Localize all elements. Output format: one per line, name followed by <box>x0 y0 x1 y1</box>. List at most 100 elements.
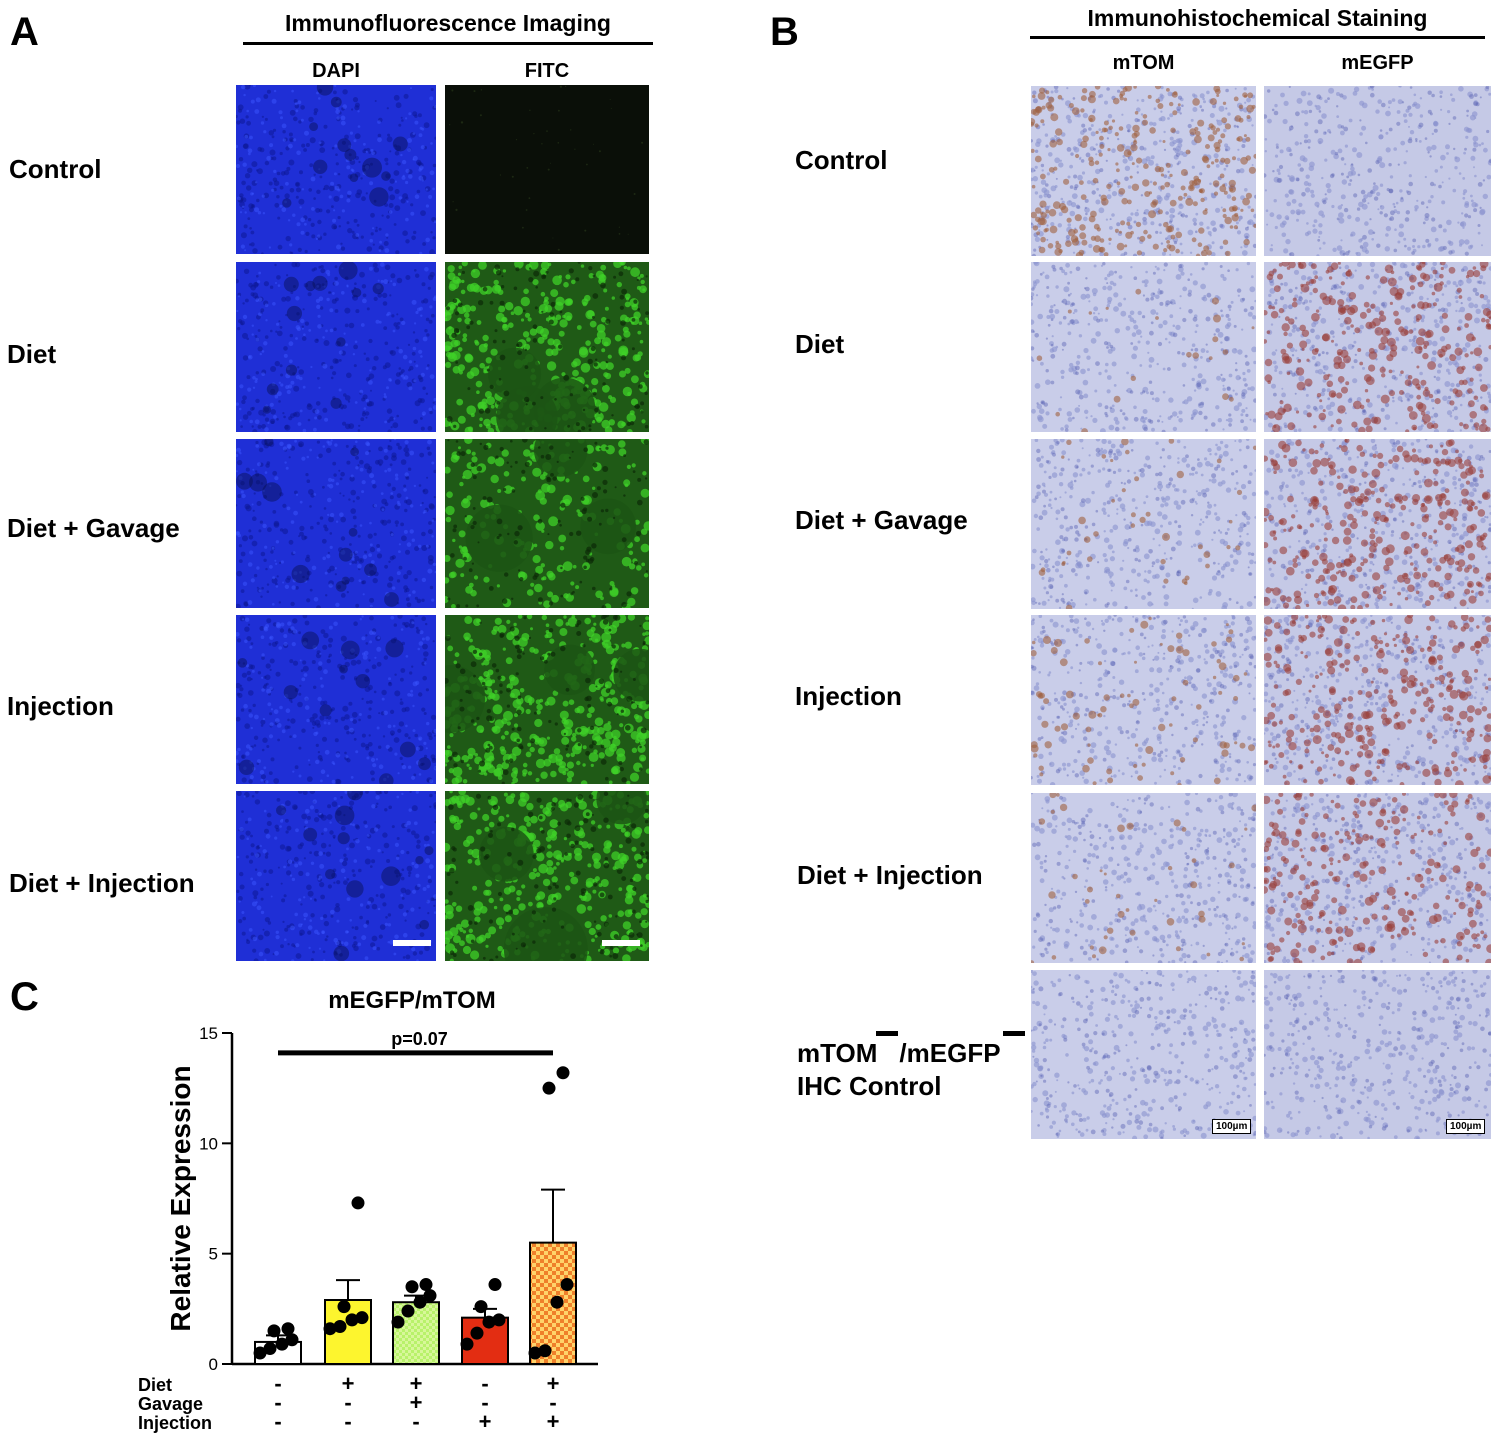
y-axis-label: Relative Expression <box>165 1065 196 1331</box>
data-point <box>413 1295 427 1309</box>
data-point <box>423 1289 437 1303</box>
y-tick-label: 15 <box>199 1024 218 1043</box>
mtom-ihc-micrograph <box>1031 439 1256 609</box>
ihc-control-label-line2: IHC Control <box>797 1071 942 1101</box>
condition-label: Injection <box>138 1413 212 1433</box>
panel-a-row-label: Injection <box>7 691 114 721</box>
panel-c-letter: C <box>10 975 39 1019</box>
dapi-micrograph <box>236 791 436 961</box>
data-point <box>401 1304 415 1318</box>
dapi-micrograph <box>236 262 436 432</box>
megfp-ihc-micrograph <box>1264 793 1491 963</box>
condition-sign: + <box>547 1371 560 1396</box>
dapi-micrograph <box>236 439 436 608</box>
data-point <box>253 1346 267 1360</box>
panel-a-col-fitc: FITC <box>524 60 570 82</box>
fitc-micrograph <box>445 439 649 608</box>
data-point <box>460 1337 474 1351</box>
panel-b-col-megfp: mEGFP <box>1341 52 1414 74</box>
data-point <box>538 1344 552 1358</box>
mtom-ihc-micrograph <box>1031 262 1256 432</box>
fitc-micrograph <box>445 615 649 784</box>
panel-b-row-label: Control <box>795 145 888 175</box>
data-point <box>355 1311 369 1325</box>
panel-a-title-rule <box>243 42 653 45</box>
condition-sign: - <box>549 1390 556 1415</box>
megfp-ihc-micrograph <box>1264 262 1491 432</box>
panel-b-row-label: Diet + Gavage <box>795 505 968 535</box>
fitc-micrograph <box>445 791 649 961</box>
panel-b-title: Immunohistochemical Staining <box>1087 5 1428 31</box>
mtom-ihc-micrograph <box>1031 86 1256 256</box>
data-point <box>337 1300 351 1314</box>
mtom-ihc-micrograph <box>1031 615 1256 785</box>
data-point <box>263 1342 277 1356</box>
y-tick-label: 5 <box>209 1245 218 1264</box>
dapi-micrograph <box>236 85 436 254</box>
scale-bar-fitc <box>602 940 640 946</box>
megfp-ihc-micrograph <box>1264 970 1491 1139</box>
condition-sign: - <box>412 1409 419 1434</box>
condition-sign: - <box>344 1409 351 1434</box>
data-point <box>267 1324 281 1338</box>
data-point <box>275 1337 289 1351</box>
significance-label: p=0.07 <box>391 1029 448 1049</box>
panel-a-row-label: Diet <box>7 339 57 369</box>
mtom-ihc-micrograph <box>1031 793 1256 963</box>
panel-b-title-rule <box>1030 36 1485 39</box>
data-point <box>285 1333 299 1347</box>
data-point <box>351 1196 365 1210</box>
dapi-micrograph <box>236 615 436 784</box>
condition-label: Gavage <box>138 1394 203 1414</box>
data-point <box>560 1278 574 1292</box>
y-tick-label: 0 <box>209 1355 218 1374</box>
panel-a-letter: A <box>10 10 39 54</box>
panel-b-row-label: Injection <box>795 681 902 711</box>
condition-sign: - <box>344 1390 351 1415</box>
condition-sign: + <box>547 1409 560 1434</box>
panel-b-row-label: Diet + Injection <box>797 860 983 890</box>
chart-title: mEGFP/mTOM <box>328 987 496 1014</box>
condition-sign: + <box>342 1371 355 1396</box>
megfp-ihc-micrograph <box>1264 615 1491 785</box>
fitc-micrograph <box>445 262 649 432</box>
panel-b-col-mtom: mTOM <box>1112 52 1175 74</box>
data-point <box>345 1313 359 1327</box>
data-point <box>550 1295 564 1309</box>
condition-label: Diet <box>138 1375 172 1395</box>
panel-a-row-label: Diet + Injection <box>9 868 195 898</box>
data-point <box>542 1081 556 1095</box>
data-point <box>405 1280 419 1294</box>
data-point <box>492 1313 506 1327</box>
fitc-micrograph <box>445 85 649 254</box>
mtom-negative-superscript <box>876 1031 898 1036</box>
panel-a-title: Immunofluorescence Imaging <box>285 10 611 36</box>
condition-sign: - <box>274 1409 281 1434</box>
scale-label-megfp: 100µm <box>1446 1119 1486 1134</box>
scale-label-mtom: 100µm <box>1212 1119 1252 1134</box>
ihc-control-mtom: mTOM <box>797 1038 878 1068</box>
bar <box>392 1301 440 1366</box>
ihc-control-label-line1: mTOM/mEGFP <box>797 1038 1001 1069</box>
y-tick-label: 10 <box>199 1134 218 1153</box>
mtom-ihc-micrograph <box>1031 970 1256 1139</box>
data-point <box>474 1300 488 1314</box>
panel-a-row-label: Control <box>9 154 102 184</box>
panel-a-row-label: Diet + Gavage <box>7 513 180 543</box>
data-point <box>419 1278 433 1292</box>
condition-sign: - <box>481 1371 488 1396</box>
condition-sign: + <box>479 1409 492 1434</box>
condition-sign: - <box>274 1390 281 1415</box>
ihc-control-megfp: /mEGFP <box>899 1038 1001 1068</box>
data-point <box>323 1322 337 1336</box>
megfp-ihc-micrograph <box>1264 439 1491 609</box>
data-point <box>482 1315 496 1329</box>
condition-sign: - <box>274 1371 281 1396</box>
data-point <box>556 1066 570 1080</box>
megfp-ihc-micrograph <box>1264 86 1491 256</box>
megfp-negative-superscript <box>1003 1031 1025 1036</box>
data-point <box>488 1278 502 1292</box>
panel-a-col-dapi: DAPI <box>312 60 360 82</box>
condition-sign: + <box>410 1371 423 1396</box>
